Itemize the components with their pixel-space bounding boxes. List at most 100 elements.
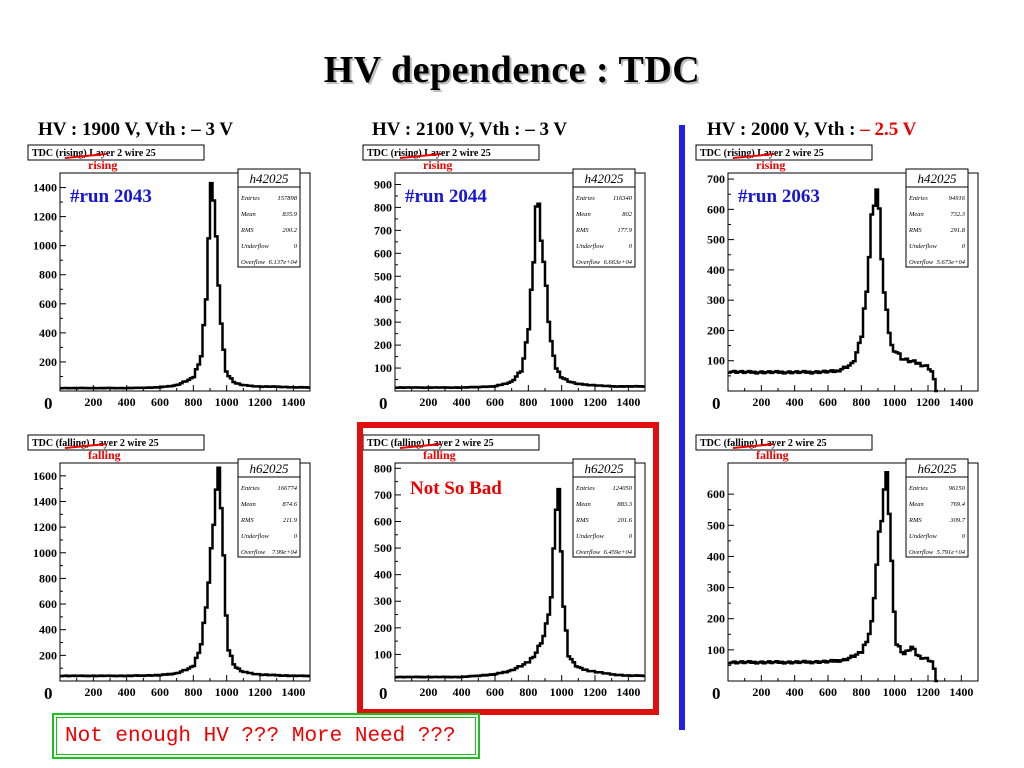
x-tick-label: 400 — [118, 685, 136, 699]
y-tick-label: 700 — [707, 172, 725, 186]
x-tick-label: 1400 — [616, 395, 640, 409]
trigger-annotation: rising — [88, 158, 117, 172]
hist-title: TDC (rising) Layer 2 wire 25 — [367, 148, 491, 159]
y-tick-label: 1200 — [33, 520, 57, 534]
x-tick-label: 1200 — [916, 395, 940, 409]
hist-title: TDC (falling) Layer 2 wire 25 — [367, 438, 494, 449]
y-tick-label: 300 — [374, 315, 392, 329]
x-tick-label: 200 — [84, 395, 102, 409]
note-text: Not enough HV ??? More Need ??? — [56, 717, 476, 755]
stats-key: Underflow — [576, 533, 604, 540]
column-header-1-text: HV : 1900 V, Vth : – 3 V — [38, 119, 234, 140]
stats-value: 157898 — [278, 195, 298, 202]
stats-key: Overflow — [576, 259, 601, 266]
y-tick-label: 500 — [707, 518, 725, 532]
stats-name: h62025 — [585, 461, 625, 476]
stats-key: Mean — [908, 501, 924, 508]
x-tick-label: 200 — [419, 685, 437, 699]
hist-title-mark — [732, 443, 775, 449]
x-tick-label: 200 — [84, 685, 102, 699]
y-tick-label: 300 — [374, 594, 392, 608]
x-tick-label: 1200 — [583, 685, 607, 699]
stats-name: h62025 — [918, 461, 958, 476]
hist-title-box — [27, 144, 205, 161]
x-tick-label: 1400 — [281, 685, 305, 699]
column-header-3: HV : 2000 V, Vth : – 2.5 V — [707, 119, 916, 141]
x-tick-label: 800 — [519, 395, 537, 409]
plot-frame — [59, 462, 311, 682]
origin-label: 0 — [379, 684, 388, 703]
hist-title-mark — [732, 153, 775, 159]
stats-value: 0 — [962, 533, 966, 540]
plot-frame — [394, 172, 646, 392]
x-tick-label: 1000 — [550, 685, 574, 699]
plot-frame — [394, 462, 646, 682]
y-tick-label: 200 — [39, 355, 57, 369]
y-tick-label: 100 — [707, 643, 725, 657]
column-header-2: HV : 2100 V, Vth : – 3 V — [372, 119, 567, 141]
stats-value: 6.459e+04 — [604, 549, 633, 556]
stats-key: RMS — [240, 227, 254, 234]
histogram-series — [60, 181, 310, 390]
stats-value: 177.9 — [617, 227, 632, 234]
x-tick-label: 1200 — [248, 395, 272, 409]
stats-value: 0 — [294, 533, 298, 540]
trigger-annotation: falling — [423, 448, 456, 462]
stats-value: 874.6 — [282, 501, 297, 508]
hist-title-mark — [399, 153, 442, 159]
stats-key: RMS — [575, 517, 589, 524]
stats-name: h42025 — [250, 171, 290, 186]
y-tick-label: 200 — [39, 648, 57, 662]
run-label: #run 2063 — [738, 186, 820, 207]
histogram-panel-2: TDC (rising) Layer 2 wire 25 rising 100 200… — [355, 143, 685, 423]
x-tick-label: 600 — [819, 395, 837, 409]
histogram-series — [395, 487, 645, 679]
y-tick-label: 1000 — [33, 239, 57, 253]
stats-value: 802 — [622, 211, 633, 218]
x-tick-label: 400 — [786, 685, 804, 699]
x-tick-label: 800 — [184, 395, 202, 409]
stats-name: h42025 — [918, 171, 958, 186]
histogram-panel-3: TDC (rising) Layer 2 wire 25 rising 100 200… — [688, 143, 1018, 423]
x-tick-label: 600 — [486, 685, 504, 699]
x-tick-label: 600 — [819, 685, 837, 699]
stats-value: 96150 — [949, 485, 966, 492]
plot-frame — [727, 172, 979, 392]
y-tick-label: 1400 — [33, 181, 57, 195]
stats-key: Entries — [240, 195, 260, 202]
x-tick-label: 800 — [519, 685, 537, 699]
verdict-label-layer: Not So Bad — [410, 478, 502, 499]
x-tick-label: 200 — [752, 685, 770, 699]
x-tick-label: 200 — [419, 395, 437, 409]
stats-key: RMS — [908, 227, 922, 234]
trigger-annotation: rising — [756, 158, 785, 172]
stats-value: 0 — [962, 243, 966, 250]
stats-key: Mean — [575, 211, 591, 218]
y-tick-label: 600 — [707, 202, 725, 216]
stats-key: RMS — [908, 517, 922, 524]
hist-title-box — [27, 434, 205, 451]
x-tick-label: 1400 — [949, 685, 973, 699]
y-tick-label: 1600 — [33, 469, 57, 483]
column-header-2-text: HV : 2100 V, Vth : – 3 V — [372, 119, 568, 140]
y-tick-label: 100 — [707, 354, 725, 368]
y-tick-label: 400 — [39, 623, 57, 637]
column-header-1: HV : 1900 V, Vth : – 3 V — [38, 119, 233, 141]
x-tick-label: 400 — [453, 395, 471, 409]
y-tick-label: 700 — [374, 223, 392, 237]
stats-box — [237, 458, 301, 558]
stats-key: Entries — [240, 485, 260, 492]
x-tick-label: 600 — [151, 685, 169, 699]
stats-value: 5.673e+04 — [937, 259, 966, 266]
y-tick-label: 800 — [374, 200, 392, 214]
y-tick-label: 200 — [374, 621, 392, 635]
stats-value: 732.3 — [950, 211, 965, 218]
stats-value: 6.137e+04 — [269, 259, 298, 266]
highlight-box — [357, 422, 659, 715]
x-tick-label: 1400 — [616, 685, 640, 699]
